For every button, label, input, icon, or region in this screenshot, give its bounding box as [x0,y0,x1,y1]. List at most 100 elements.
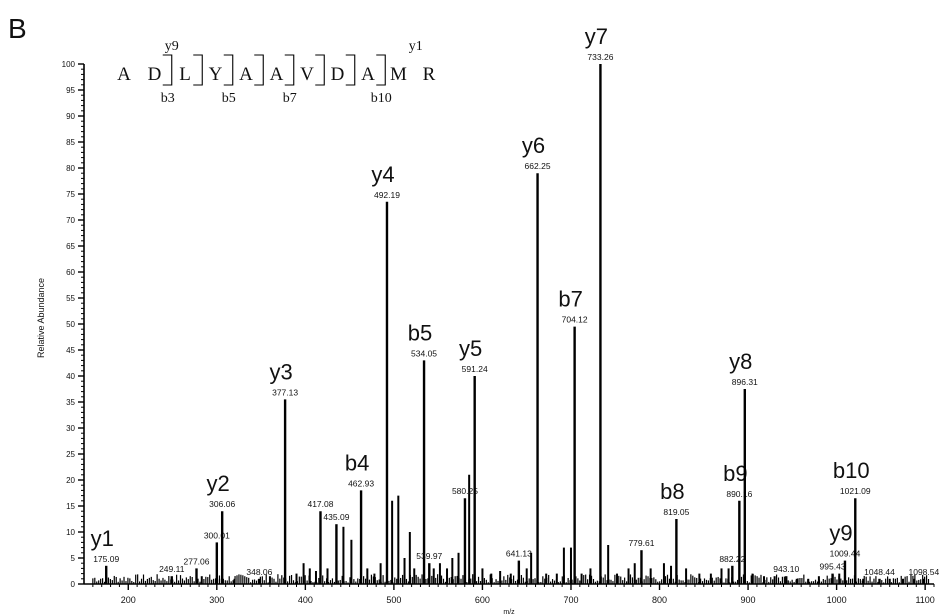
ion-label: y5 [459,336,482,361]
peptide-residue: V [300,64,314,85]
peak-mz-label: 591.24 [462,364,488,374]
peak-mz-label: 300.01 [204,530,230,540]
peak-mz-label: 890.16 [726,489,752,499]
peak-mz-label: 1048.44 [864,567,895,577]
peak-mz-label: 733.26 [587,52,613,62]
ion-label: b10 [833,458,870,483]
panel-label: B [8,13,27,44]
x-tick-label: 1100 [915,595,934,605]
peak-mz-label: 995.43 [820,562,846,572]
y-tick-label: 90 [66,112,75,121]
cleavage-bracket [223,54,234,86]
peak-mz-label: 348.06 [246,567,272,577]
peptide-residue: D [148,64,162,85]
y-tick-label: 45 [66,346,75,355]
y-tick-label: 75 [66,190,75,199]
peak-mz-label: 819.05 [663,507,689,517]
x-tick-label: 200 [121,595,136,605]
peak-mz-label: 580.25 [452,486,478,496]
y-tick-label: 40 [66,372,75,381]
cleavage-bracket [315,54,325,86]
ion-label: b7 [558,287,582,312]
noise-peaks [92,474,930,584]
b-ion-marker: b5 [222,91,236,106]
peak-mz-label: 896.31 [732,377,758,387]
y-tick-label: 60 [66,268,75,277]
x-tick-label: 900 [741,595,756,605]
x-tick-label: 600 [475,595,490,605]
peptide-residue: Y [209,64,223,85]
b-ion-marker: b10 [371,91,392,106]
y-tick-label: 30 [66,424,75,433]
y-tick-label: 10 [66,528,75,537]
peptide-residue: L [179,64,191,85]
peak-mz-label: 943.10 [773,564,799,574]
cleavage-bracket [345,54,356,86]
ion-label: y1 [91,526,114,551]
x-tick-label: 300 [209,595,224,605]
y-tick-label: 70 [66,216,75,225]
b-ion-marker: b7 [283,91,297,106]
y-tick-label: 25 [66,450,75,459]
x-tick-label: 1000 [827,595,847,605]
y-ion-marker: y9 [165,39,179,54]
cleavage-bracket [193,54,203,86]
peak-mz-label: 492.19 [374,190,400,200]
peak-mz-label: 417.08 [307,499,333,509]
peak-mz-label: 704.12 [562,315,588,325]
peak-mz-label: 435.09 [323,512,349,522]
peak-mz-label: 641.13 [506,549,532,559]
peptide-residue: M [390,64,407,85]
cleavage-bracket [254,54,264,86]
cleavage-bracket [376,54,386,86]
ion-label: b8 [660,479,684,504]
y-tick-label: 15 [66,502,75,511]
x-tick-label: 700 [563,595,578,605]
y-tick-label: 0 [71,580,76,589]
peak-mz-label: 249.11 [159,564,185,574]
x-tick-label: 400 [298,595,313,605]
y-tick-label: 65 [66,242,75,251]
x-tick-label: 800 [652,595,667,605]
peptide-residue: R [423,64,436,85]
y-tick-label: 20 [66,476,75,485]
peak-mz-label: 1021.09 [840,486,871,496]
ion-label: y8 [729,349,752,374]
peak-mz-label: 662.25 [525,161,551,171]
ion-label: y2 [207,471,230,496]
b-ion-marker: b3 [161,91,175,106]
ion-label: y3 [269,359,292,384]
peptide-residue: A [270,64,284,85]
peptide-residue: A [117,64,131,85]
ion-label: b9 [723,461,747,486]
y-tick-label: 35 [66,398,75,407]
y-axis-label: Relative Abundance [36,278,46,358]
ion-label: y7 [585,24,608,49]
peak-mz-label: 306.06 [209,499,235,509]
y-tick-label: 55 [66,294,75,303]
peak-mz-label: 779.61 [628,538,654,548]
peak-mz-label: 175.09 [93,554,119,564]
peak-mz-label: 462.93 [348,478,374,488]
cleavage-bracket [284,54,295,86]
y-tick-label: 100 [62,60,76,69]
peak-mz-label: 277.06 [184,556,210,566]
peptide-residue: A [239,64,253,85]
ion-label: b5 [408,320,432,345]
y-tick-label: 50 [66,320,75,329]
x-axis-label: m/z [503,609,515,616]
ion-label: b4 [345,450,369,475]
peak-mz-label: 539.97 [416,551,442,561]
peak-mz-label: 882.22 [719,554,745,564]
cleavage-bracket [162,54,173,86]
y-tick-label: 80 [66,164,75,173]
peak-mz-label: 1009.44 [830,549,861,559]
peak-mz-label: 377.13 [272,387,298,397]
ion-label: y9 [829,521,852,546]
axes: 0 5 10 15 20 25 30 35 40 45 50 55 60 65 70 75 80 85 90 95 10… [62,60,935,605]
y-ion-marker: y1 [409,39,423,54]
